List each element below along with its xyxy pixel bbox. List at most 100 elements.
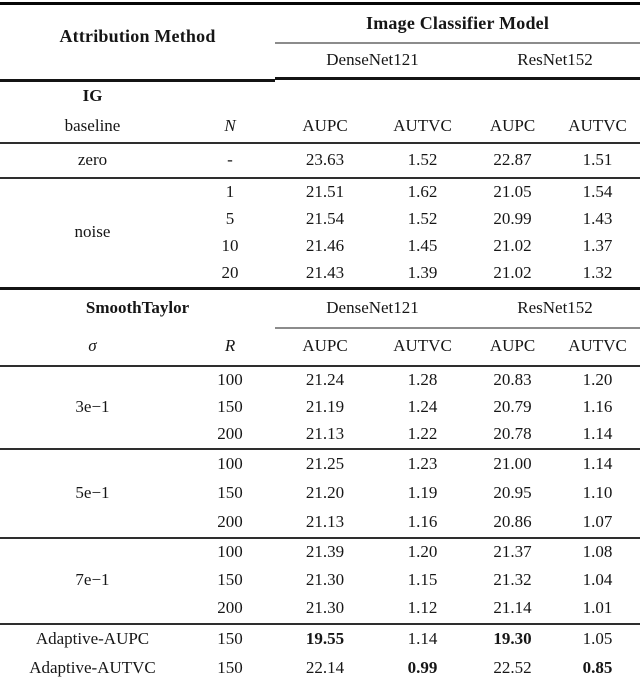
value-cell: 1.22: [375, 420, 471, 450]
metric-header-aupc-resnet: AUPC: [470, 327, 556, 367]
value-cell: 20.86: [470, 507, 556, 539]
value-cell: 1.43: [582, 208, 613, 228]
value-cell: 1.39: [375, 259, 471, 290]
value-cell: 21.13: [275, 507, 376, 539]
value-cell: 1.51: [555, 142, 640, 179]
value-cell: 1.16: [582, 396, 613, 416]
param-cell: 100: [217, 542, 243, 562]
value-cell: 1.20: [582, 369, 613, 389]
value-cell: 1.23: [407, 453, 438, 473]
param-cell: 150: [217, 482, 243, 502]
table-header-row-1: Attribution Method Image Classifier Mode…: [0, 3, 640, 46]
row-label-cell: noise: [0, 177, 185, 290]
value-cell: 1.12: [375, 594, 471, 625]
ig-title-row: IG: [0, 80, 640, 112]
value-cell: 1.01: [555, 594, 640, 625]
smoothtaylor-row: 150 21.30 1.15 21.32 1.04: [0, 567, 640, 595]
ig-section-title: IG: [82, 86, 103, 106]
row-label-cell: zero: [0, 142, 185, 179]
value-cell: 21.39: [305, 542, 345, 562]
param-cell: 150: [217, 657, 243, 677]
spacer-cell: [470, 80, 555, 112]
value-cell: 1.14: [407, 628, 438, 648]
param-cell: 5: [225, 208, 235, 228]
value-cell: 21.25: [305, 453, 345, 473]
value-cell: 1.52: [375, 142, 471, 179]
metric-header-aupc-densenet: AUPC: [275, 327, 376, 367]
sigma-label-cell: 5e−1: [0, 448, 185, 539]
value-cell: 1.28: [407, 369, 438, 389]
param-cell: 200: [185, 420, 276, 450]
value-cell: 1.54: [582, 181, 613, 201]
value-cell: 21.02: [470, 259, 556, 290]
metric-header-aupc-densenet: AUPC: [275, 111, 376, 144]
value-cell: 21.37: [493, 542, 532, 562]
value-cell: 1.10: [582, 482, 613, 502]
param-cell: 150: [217, 628, 243, 648]
spacer-cell: [275, 80, 375, 112]
row-label-cell: Adaptive-AUTVC: [29, 657, 156, 677]
sigma-label-cell: 3e−1: [0, 365, 185, 450]
value-cell-best: 19.55: [305, 628, 345, 648]
param-header-n: N: [185, 111, 276, 144]
metric-header-autvc-densenet: AUTVC: [375, 327, 471, 367]
value-cell: 20.78: [470, 420, 556, 450]
value-cell: 21.00: [493, 453, 532, 473]
ig-noise-row: 5 21.54 1.52 20.99 1.43: [0, 206, 640, 233]
value-cell: 1.14: [555, 420, 640, 450]
smoothtaylor-row: 200 21.13 1.16 20.86 1.07: [0, 507, 640, 539]
value-cell: 1.07: [555, 507, 640, 539]
param-cell: 200: [185, 507, 276, 539]
ig-noise-row: noise 1 21.51 1.62 21.05 1.54: [0, 177, 640, 290]
spacer-cell: [555, 80, 640, 112]
table-header-row-2: DenseNet121 ResNet152: [0, 43, 640, 80]
value-cell-best: 0.85: [582, 657, 613, 677]
value-cell: 21.02: [493, 235, 532, 255]
smoothtaylor-row: 200 21.13 1.22 20.78 1.14: [0, 420, 640, 450]
value-cell: 1.20: [407, 542, 438, 562]
metric-header-autvc-resnet: AUTVC: [555, 327, 640, 367]
metric-header-aupc-resnet: AUPC: [470, 111, 556, 144]
value-cell: 1.15: [407, 570, 438, 590]
param-cell: 200: [185, 594, 276, 625]
smoothtaylor-header-row: SmoothTaylor DenseNet121 ResNet152: [0, 288, 640, 329]
image-classifier-model-header: Image Classifier Model: [275, 3, 640, 44]
value-cell: 23.63: [275, 142, 376, 179]
ig-column-header-row: baseline N AUPC AUTVC AUPC AUTVC: [0, 111, 640, 144]
value-cell: 20.99: [493, 208, 532, 228]
value-cell: 1.45: [407, 235, 438, 255]
value-cell: 1.19: [407, 482, 438, 502]
smoothtaylor-section-title: SmoothTaylor: [85, 298, 190, 318]
metric-header-autvc-resnet: AUTVC: [555, 111, 640, 144]
value-cell: 21.30: [275, 594, 376, 625]
sigma-label-cell: 7e−1: [0, 537, 185, 625]
value-cell: 21.54: [305, 208, 345, 228]
value-cell: 20.83: [493, 369, 532, 389]
param-cell: 20: [185, 259, 276, 290]
sigma-header: σ: [0, 327, 185, 367]
value-cell: 1.24: [407, 396, 438, 416]
value-cell-best: 0.99: [407, 657, 438, 677]
model-header-resnet: ResNet152: [470, 288, 640, 329]
param-cell: 150: [217, 570, 243, 590]
value-cell: 22.52: [493, 657, 532, 677]
value-cell: 21.24: [305, 369, 345, 389]
row-label-cell: Adaptive-AUPC: [35, 628, 150, 648]
value-cell: 22.14: [305, 657, 345, 677]
value-cell: 1.32: [555, 259, 640, 290]
value-cell-best: 19.30: [493, 628, 532, 648]
value-cell: 1.62: [407, 181, 438, 201]
model-header-resnet: ResNet152: [470, 43, 640, 80]
value-cell: 21.30: [305, 570, 345, 590]
smoothtaylor-row: 7e−1 100 21.39 1.20 21.37 1.08: [0, 537, 640, 625]
smoothtaylor-column-header-row: σ R AUPC AUTVC AUPC AUTVC: [0, 327, 640, 367]
value-cell: 21.51: [305, 181, 345, 201]
value-cell: 21.13: [275, 420, 376, 450]
value-cell: 20.79: [493, 396, 532, 416]
model-header-densenet: DenseNet121: [275, 288, 471, 329]
param-header-r: R: [185, 327, 276, 367]
param-cell: 100: [217, 453, 243, 473]
spacer-cell: [375, 80, 470, 112]
baseline-label: baseline: [0, 111, 185, 144]
value-cell: 20.95: [493, 482, 532, 502]
